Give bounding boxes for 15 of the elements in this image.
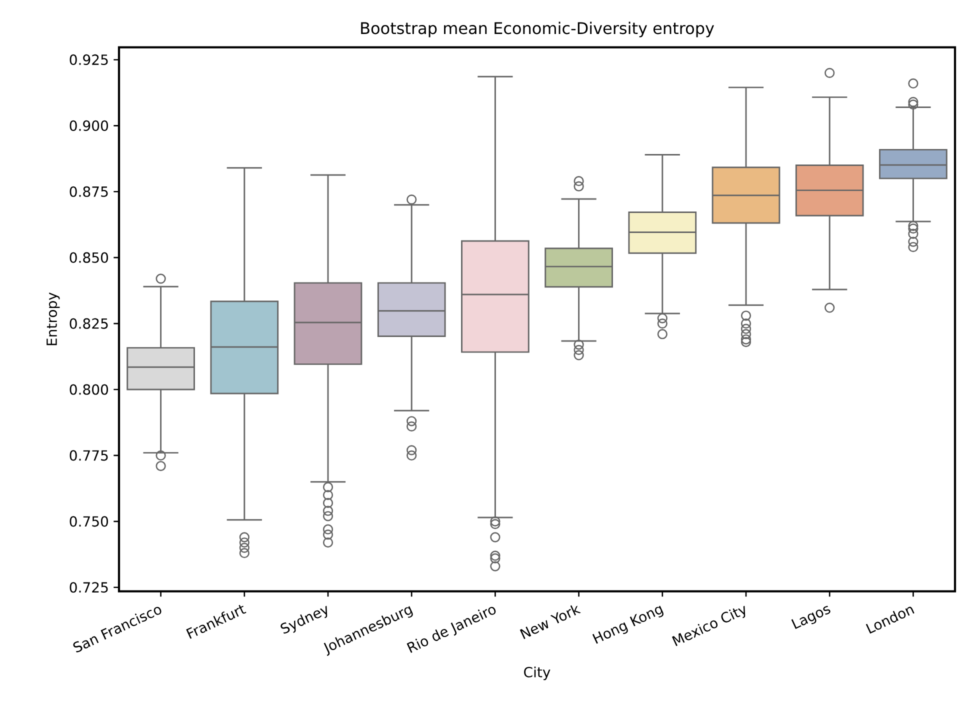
y-tick-label: 0.850: [70, 252, 108, 263]
y-axis-title: Entropy: [46, 292, 60, 346]
y-tick-label: 0.725: [70, 582, 108, 593]
y-tick-label: 0.775: [70, 450, 108, 461]
y-tick-label: 0.900: [70, 120, 108, 131]
y-tick-label: 0.800: [70, 384, 108, 395]
y-tick-label: 0.925: [70, 54, 108, 66]
y-tick-label: 0.825: [70, 318, 108, 329]
x-tick-label: Lagos: [791, 606, 830, 629]
chart-title: Bootstrap mean Economic-Diversity entropy: [361, 22, 714, 38]
x-tick-label: Hong Kong: [592, 606, 664, 644]
y-tick-label: 0.750: [70, 516, 108, 527]
y-tick-label: 0.875: [70, 186, 108, 197]
x-tick-label: New York: [520, 605, 581, 640]
x-axis-title: City: [524, 666, 550, 680]
